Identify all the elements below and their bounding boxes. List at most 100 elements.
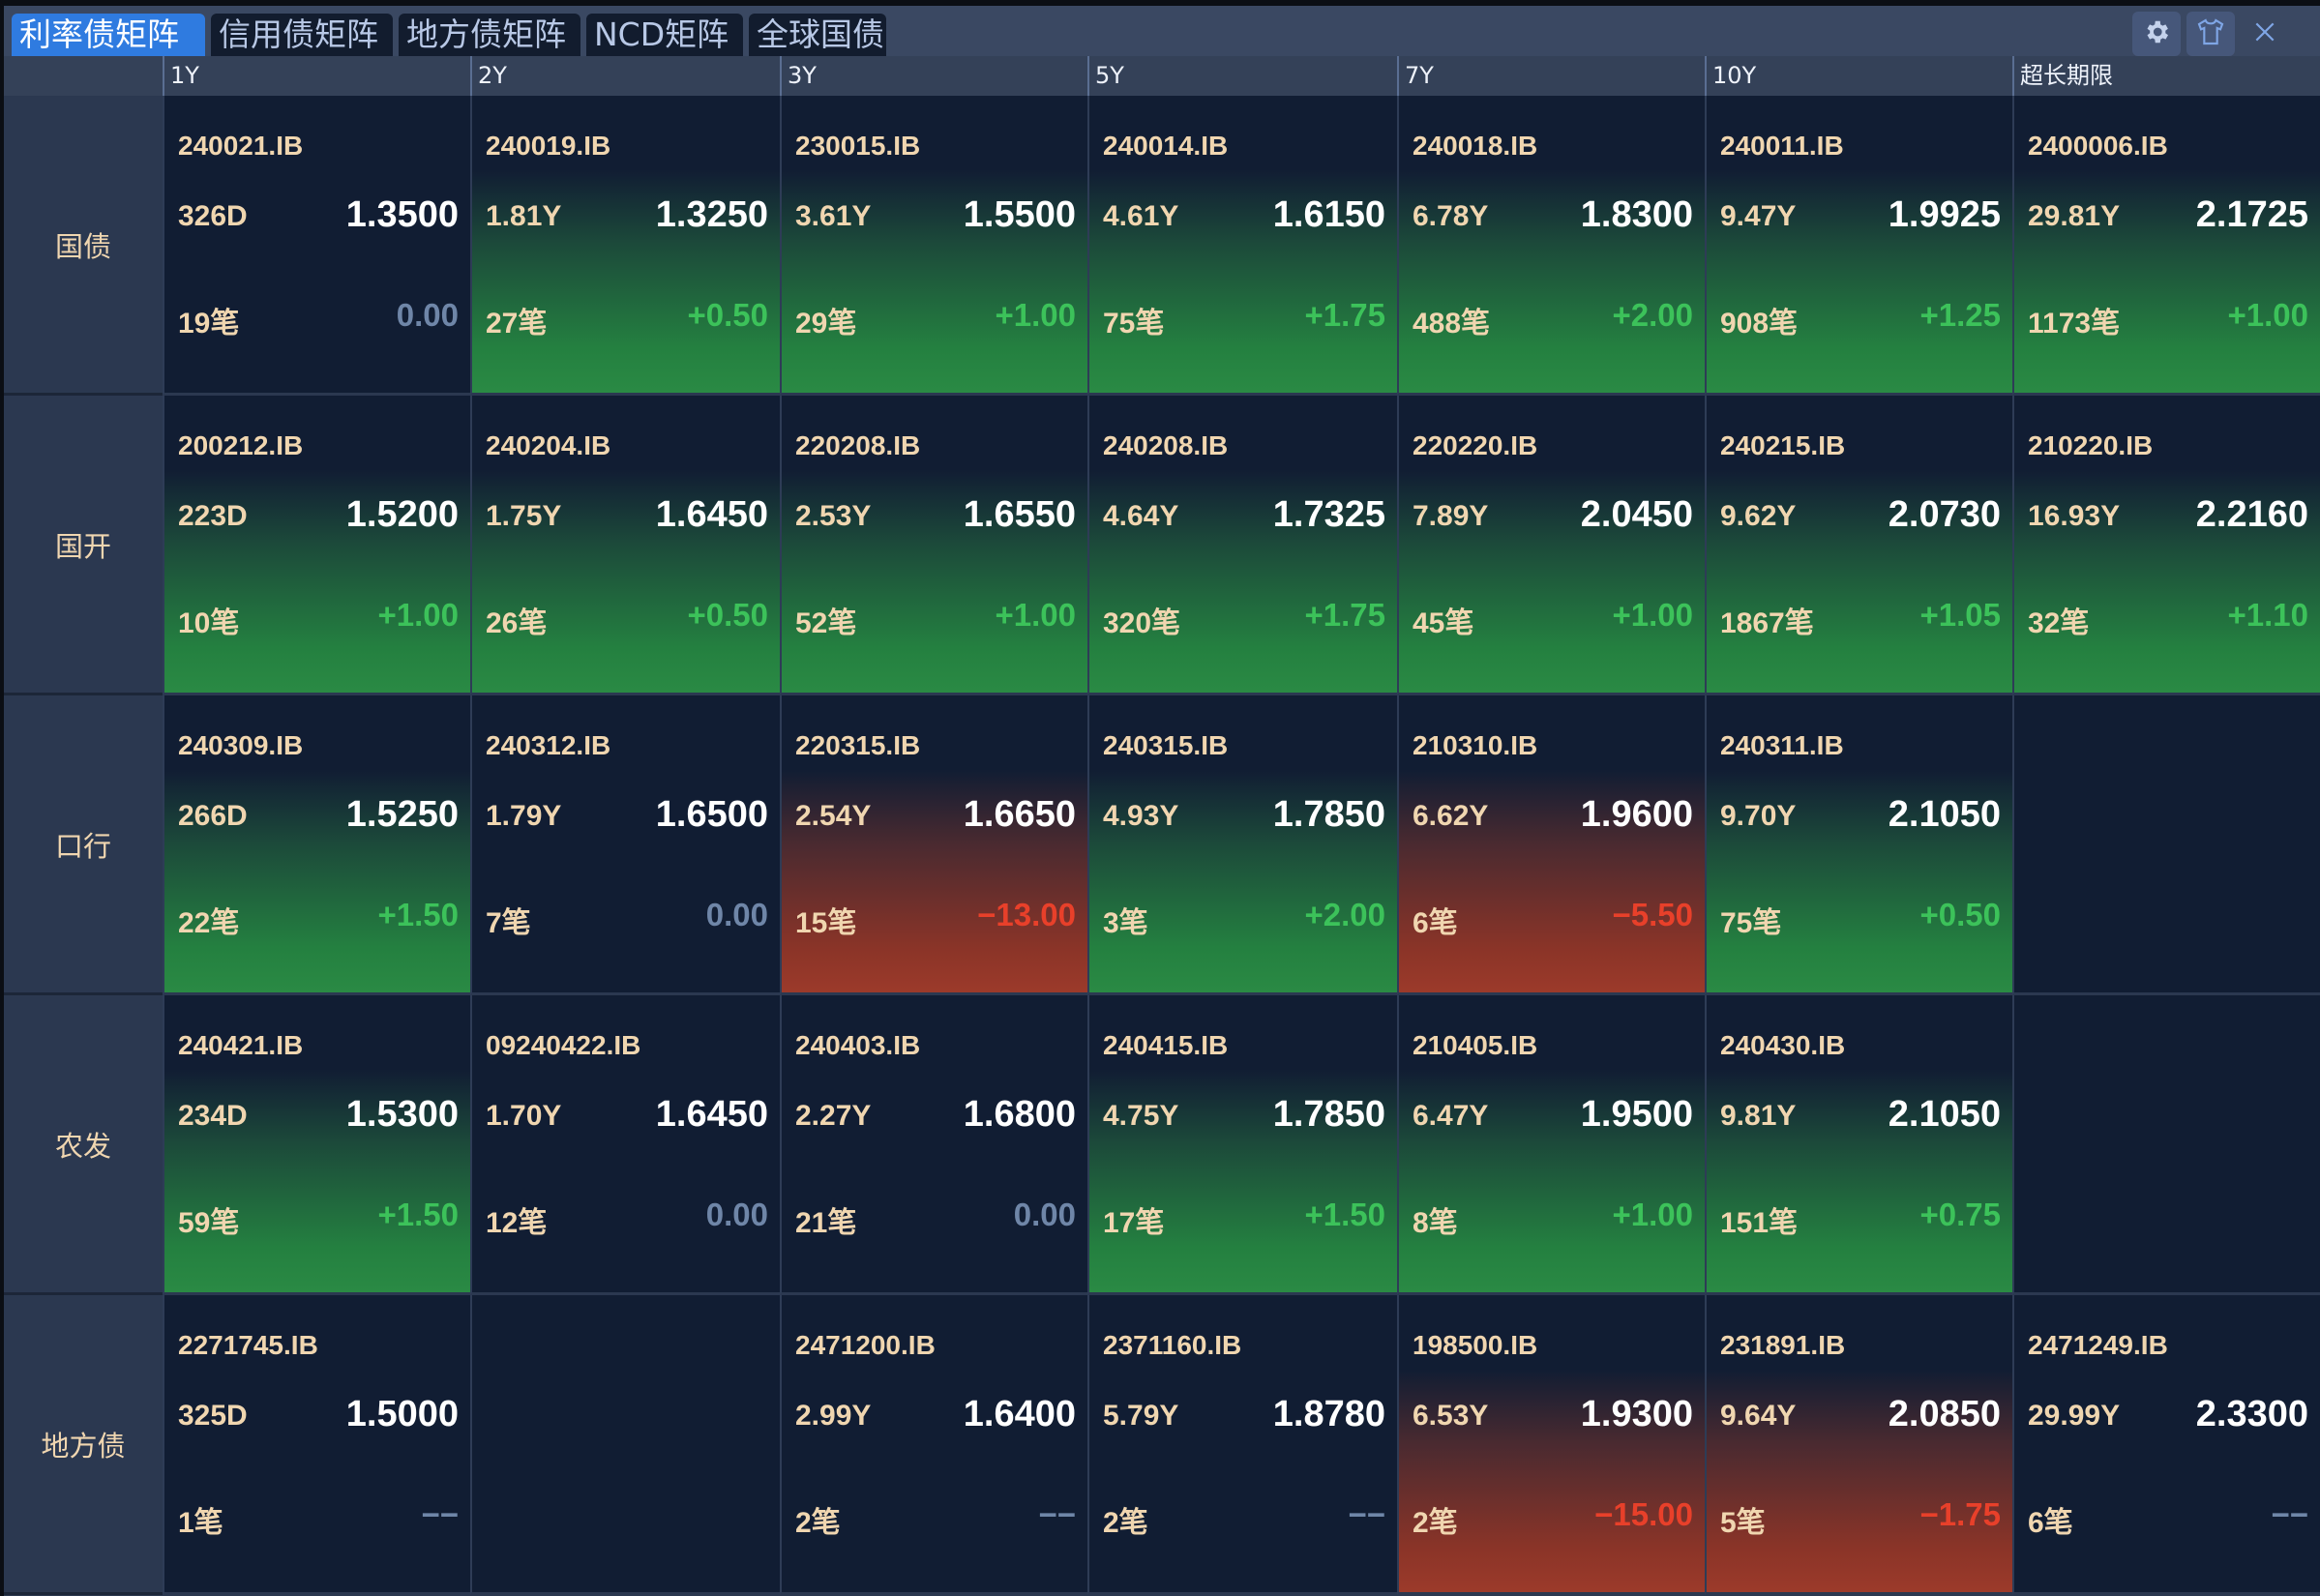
- column-header-3Y: 3Y: [780, 56, 1087, 96]
- bond-cell[interactable]: 2271745.IB 325D 1.5000 1笔 −−: [163, 1295, 470, 1595]
- bond-cell[interactable]: 230015.IB 3.61Y 1.5500 29笔 +1.00: [780, 96, 1087, 396]
- trade-count: 75笔: [1720, 907, 1782, 939]
- yield-rate: 1.7850: [1272, 794, 1385, 835]
- trade-count: 2笔: [795, 1507, 841, 1539]
- remaining-term: 223D: [178, 500, 248, 532]
- bond-cell[interactable]: 240312.IB 1.79Y 1.6500 7笔 0.00: [470, 695, 780, 995]
- bond-code: 200212.IB: [178, 430, 304, 460]
- bond-code: 240019.IB: [486, 131, 611, 161]
- yield-rate: 2.1050: [1888, 1094, 2001, 1135]
- bond-cell[interactable]: 231891.IB 9.64Y 2.0850 5笔 −1.75: [1705, 1295, 2012, 1595]
- trade-count: 22笔: [178, 907, 240, 939]
- bp-change: +1.05: [1919, 597, 2002, 633]
- bond-cell[interactable]: 220315.IB 2.54Y 1.6650 15笔 −13.00: [780, 695, 1087, 995]
- bond-code: 240018.IB: [1413, 131, 1538, 161]
- bond-code: 210310.IB: [1413, 730, 1538, 760]
- bond-code: 240415.IB: [1103, 1030, 1229, 1060]
- bond-code: 240312.IB: [486, 730, 611, 760]
- bond-cell[interactable]: 198500.IB 6.53Y 1.9300 2笔 −15.00: [1397, 1295, 1705, 1595]
- tab-1[interactable]: 信用债矩阵: [211, 14, 393, 56]
- column-header-7Y: 7Y: [1397, 56, 1705, 96]
- yield-rate: 1.5500: [963, 194, 1076, 235]
- remaining-term: 2.53Y: [795, 500, 872, 532]
- trade-count: 2笔: [1413, 1507, 1458, 1539]
- bond-cell[interactable]: 240315.IB 4.93Y 1.7850 3笔 +2.00: [1087, 695, 1397, 995]
- trade-count: 21笔: [795, 1207, 857, 1239]
- bond-code: 240011.IB: [1720, 131, 1844, 161]
- yield-rate: 1.5300: [345, 1094, 459, 1135]
- remaining-term: 1.75Y: [486, 500, 562, 532]
- bond-code: 2371160.IB: [1103, 1330, 1242, 1360]
- bond-cell[interactable]: 240011.IB 9.47Y 1.9925 908笔 +1.25: [1705, 96, 2012, 396]
- bond-cell[interactable]: 240421.IB 234D 1.5300 59笔 +1.50: [163, 995, 470, 1295]
- yield-rate: 1.6500: [655, 794, 768, 835]
- yield-rate: 2.1050: [1888, 794, 2001, 835]
- remaining-term: 6.47Y: [1413, 1100, 1489, 1132]
- yield-rate: 1.8300: [1580, 194, 1693, 235]
- yield-rate: 1.7325: [1272, 494, 1385, 535]
- bp-change: 0.00: [705, 1197, 768, 1232]
- yield-rate: 2.2160: [2195, 494, 2308, 535]
- tab-2[interactable]: 地方债矩阵: [399, 14, 580, 56]
- bond-cell[interactable]: 210405.IB 6.47Y 1.9500 8笔 +1.00: [1397, 995, 1705, 1295]
- yield-rate: 1.3500: [345, 194, 459, 235]
- bp-change: +0.50: [1919, 897, 2002, 932]
- bond-cell[interactable]: 200212.IB 223D 1.5200 10笔 +1.00: [163, 396, 470, 695]
- yield-rate: 1.5250: [345, 794, 459, 835]
- trade-count: 320笔: [1103, 607, 1181, 639]
- bond-cell[interactable]: 240430.IB 9.81Y 2.1050 151笔 +0.75: [1705, 995, 2012, 1295]
- yield-rate: 1.7850: [1272, 1094, 1385, 1135]
- bond-cell[interactable]: 2371160.IB 5.79Y 1.8780 2笔 −−: [1087, 1295, 1397, 1595]
- yield-rate: 2.0730: [1888, 494, 2001, 535]
- remaining-term: 326D: [178, 200, 248, 232]
- bp-change: −−: [421, 1496, 459, 1532]
- bond-cell[interactable]: 240014.IB 4.61Y 1.6150 75笔 +1.75: [1087, 96, 1397, 396]
- column-header-5Y: 5Y: [1087, 56, 1397, 96]
- gear-button[interactable]: [2132, 12, 2181, 56]
- bond-cell[interactable]: 240208.IB 4.64Y 1.7325 320笔 +1.75: [1087, 396, 1397, 695]
- bond-cell[interactable]: 240309.IB 266D 1.5250 22笔 +1.50: [163, 695, 470, 995]
- bp-change: −15.00: [1594, 1496, 1693, 1532]
- bond-cell[interactable]: 240021.IB 326D 1.3500 19笔 0.00: [163, 96, 470, 396]
- bond-cell[interactable]: 240311.IB 9.70Y 2.1050 75笔 +0.50: [1705, 695, 2012, 995]
- remaining-term: 2.54Y: [795, 800, 872, 832]
- tab-3[interactable]: NCD矩阵: [586, 14, 743, 56]
- yield-rate: 2.1725: [2195, 194, 2308, 235]
- bond-cell[interactable]: 2471200.IB 2.99Y 1.6400 2笔 −−: [780, 1295, 1087, 1595]
- remaining-term: 5.79Y: [1103, 1400, 1179, 1432]
- tab-0[interactable]: 利率债矩阵: [12, 14, 205, 56]
- tab-4[interactable]: 全球国债: [749, 14, 886, 56]
- empty-cell: [2012, 995, 2320, 1295]
- row-header: 农发: [4, 995, 163, 1295]
- bond-cell[interactable]: 09240422.IB 1.70Y 1.6450 12笔 0.00: [470, 995, 780, 1295]
- shirt-button[interactable]: [2186, 12, 2235, 56]
- yield-rate: 2.3300: [2195, 1394, 2308, 1434]
- bond-cell[interactable]: 240215.IB 9.62Y 2.0730 1867笔 +1.05: [1705, 396, 2012, 695]
- bond-cell[interactable]: 210220.IB 16.93Y 2.2160 32笔 +1.10: [2012, 396, 2320, 695]
- trade-count: 10笔: [178, 607, 240, 639]
- bond-cell[interactable]: 240403.IB 2.27Y 1.6800 21笔 0.00: [780, 995, 1087, 1295]
- trade-count: 1173笔: [2028, 308, 2121, 340]
- bond-cell[interactable]: 220208.IB 2.53Y 1.6550 52笔 +1.00: [780, 396, 1087, 695]
- remaining-term: 9.62Y: [1720, 500, 1797, 532]
- bond-cell[interactable]: 210310.IB 6.62Y 1.9600 6笔 −5.50: [1397, 695, 1705, 995]
- bond-cell[interactable]: 240018.IB 6.78Y 1.8300 488笔 +2.00: [1397, 96, 1705, 396]
- bond-code: 220220.IB: [1413, 430, 1538, 460]
- bond-cell[interactable]: 220220.IB 7.89Y 2.0450 45笔 +1.00: [1397, 396, 1705, 695]
- bp-change: −−: [1348, 1496, 1385, 1532]
- bond-cell[interactable]: 240204.IB 1.75Y 1.6450 26笔 +0.50: [470, 396, 780, 695]
- bp-change: −−: [2271, 1496, 2308, 1532]
- bond-cell[interactable]: 2400006.IB 29.81Y 2.1725 1173笔 +1.00: [2012, 96, 2320, 396]
- shirt-icon: [2195, 16, 2226, 52]
- bond-cell[interactable]: 240415.IB 4.75Y 1.7850 17笔 +1.50: [1087, 995, 1397, 1295]
- bp-change: −13.00: [977, 897, 1076, 932]
- bond-cell[interactable]: 2471249.IB 29.99Y 2.3300 6笔 −−: [2012, 1295, 2320, 1595]
- bond-cell[interactable]: 240019.IB 1.81Y 1.3250 27笔 +0.50: [470, 96, 780, 396]
- yield-rate: 1.5000: [345, 1394, 459, 1434]
- bond-code: 240315.IB: [1103, 730, 1229, 760]
- bp-change: −5.50: [1612, 897, 1694, 932]
- close-button[interactable]: [2241, 12, 2289, 56]
- yield-rate: 1.3250: [655, 194, 768, 235]
- column-header-row: 1Y 2Y 3Y 5Y 7Y 10Y 超长期限: [4, 56, 2320, 96]
- column-header-1Y: 1Y: [163, 56, 470, 96]
